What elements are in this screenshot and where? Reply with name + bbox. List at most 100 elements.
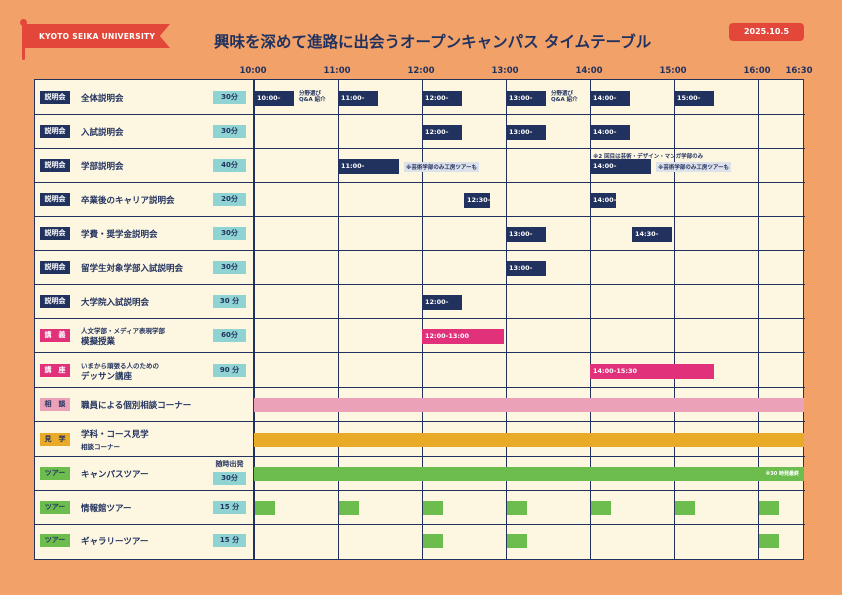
- session-block[interactable]: 15:00-: [674, 90, 714, 106]
- category-badge: 見 学: [40, 432, 70, 446]
- category-badge: 説明会: [40, 90, 70, 104]
- all-day-bar[interactable]: [254, 467, 804, 481]
- timetable-grid: 説明会 全体説明会 30分 説明会 入試説明会 30分 説明会 学部説明会 40分 説明会 卒業後の…: [34, 79, 805, 560]
- timetable-row: 相 談 職員による個別相談コーナー: [35, 388, 805, 422]
- session-block[interactable]: 13:00-: [506, 90, 546, 106]
- category-badge: ツアー: [40, 467, 70, 480]
- duration-badge: 30分: [213, 227, 246, 240]
- tour-slot[interactable]: [591, 501, 611, 515]
- session-block[interactable]: 14:30-: [632, 227, 672, 242]
- university-logo-flag: KYOTO SEIKA UNIVERSITY: [25, 24, 170, 48]
- session-block[interactable]: 12:00-: [422, 125, 462, 140]
- session-block[interactable]: 14:00-: [590, 193, 616, 208]
- tour-slot[interactable]: [759, 501, 779, 515]
- session-note: 分野選び Q&A 紹介: [551, 91, 578, 103]
- date-badge: 2025.10.5: [729, 23, 804, 41]
- hour-label: 13:00: [491, 66, 519, 76]
- event-sublabel: 相談コーナー: [81, 442, 120, 451]
- duration-badge: 30分: [213, 472, 246, 485]
- grid-line: [590, 80, 591, 559]
- session-block[interactable]: 14:00-15:30: [590, 363, 714, 379]
- session-note: ※芸術学部のみ工房ツアーも: [656, 162, 732, 172]
- grid-line: [506, 80, 507, 559]
- grid-line: [674, 80, 675, 559]
- tour-slot[interactable]: [759, 534, 779, 548]
- category-badge: ツアー: [40, 501, 70, 514]
- timetable-row: 説明会 大学院入試説明会 30 分: [35, 285, 805, 319]
- event-label: ギャラリーツアー: [81, 537, 149, 547]
- event-label: キャンパスツアー: [81, 470, 149, 480]
- session-block[interactable]: 13:00-: [506, 125, 546, 140]
- hour-label: 16:30: [785, 66, 813, 76]
- event-label: 情報館ツアー: [81, 504, 132, 514]
- tour-slot[interactable]: [507, 534, 527, 548]
- event-sublabel: いまから頑張る人のための: [81, 361, 159, 370]
- label-column-divider: [253, 80, 254, 559]
- hour-label: 15:00: [659, 66, 687, 76]
- session-block[interactable]: 12:00-: [422, 295, 462, 310]
- timetable-row: 説明会 学部説明会 40分: [35, 149, 805, 183]
- flag-pole: [22, 22, 25, 60]
- page-title: 興味を深めて進路に出会うオープンキャンパス タイムテーブル: [214, 33, 652, 51]
- duration-badge: 30 分: [213, 295, 246, 308]
- tour-slot[interactable]: [423, 534, 443, 548]
- session-block[interactable]: 13:00-: [506, 227, 546, 242]
- tour-slot[interactable]: [339, 501, 359, 515]
- session-block[interactable]: 13:00-: [506, 261, 546, 276]
- timetable-row: 講 座 いまから頑張る人のための デッサン講座 90 分: [35, 353, 805, 388]
- duration-note: 随時出発: [215, 460, 244, 468]
- event-label: 職員による個別相談コーナー: [81, 401, 192, 411]
- hour-label: 16:00: [743, 66, 771, 76]
- duration-badge: 30分: [213, 261, 246, 274]
- note-line: Q&A 紹介: [299, 97, 326, 103]
- note-line: 分野選び: [551, 91, 574, 97]
- grid-line: [338, 80, 339, 559]
- note-line: Q&A 紹介: [551, 97, 578, 103]
- event-label: 入試説明会: [81, 128, 124, 138]
- timetable-row: 講 義 人文学部・メディア表現学部 模擬授業 60分: [35, 319, 805, 353]
- all-day-bar[interactable]: [254, 398, 804, 412]
- tour-slot[interactable]: [255, 501, 275, 515]
- session-block[interactable]: 12:30-: [464, 193, 490, 208]
- hour-label: 14:00: [575, 66, 603, 76]
- session-block[interactable]: 11:00-: [338, 159, 399, 174]
- all-day-bar[interactable]: [254, 432, 804, 447]
- session-block[interactable]: 11:00-: [338, 90, 378, 106]
- tour-slot[interactable]: [675, 501, 695, 515]
- category-badge: 説明会: [40, 125, 70, 138]
- duration-badge: 30分: [213, 125, 246, 138]
- timetable-row: ツアー 情報館ツアー 15 分: [35, 491, 805, 525]
- timetable-row: ツアー ギャラリーツアー 15 分: [35, 525, 805, 557]
- event-label: 卒業後のキャリア説明会: [81, 196, 175, 206]
- event-label: 大学院入試説明会: [81, 298, 150, 308]
- duration-badge: 15 分: [213, 501, 246, 514]
- event-label: 学費・奨学金説明会: [81, 230, 158, 240]
- note-line: 分野選び: [299, 91, 322, 97]
- session-block[interactable]: 14:00-: [590, 125, 630, 140]
- category-badge: 説明会: [40, 261, 70, 274]
- session-block[interactable]: 12:00-13:00: [422, 329, 504, 344]
- event-label: デッサン講座: [81, 371, 133, 382]
- session-note: ※2 回目は芸術・デザイン・マンガ学部のみ: [593, 154, 704, 160]
- hour-label: 11:00: [323, 66, 351, 76]
- category-badge: 講 義: [40, 329, 70, 342]
- event-sublabel: 人文学部・メディア表現学部: [81, 327, 166, 335]
- category-badge: 講 座: [40, 363, 70, 377]
- duration-badge: 90 分: [213, 363, 246, 377]
- duration-badge: 15 分: [213, 534, 246, 547]
- tour-slot[interactable]: [423, 501, 443, 515]
- timetable-row: 見 学学科・コース見学 相談コーナー: [35, 422, 805, 457]
- session-block[interactable]: 14:00-: [590, 159, 651, 174]
- session-block[interactable]: 12:00-: [422, 90, 462, 106]
- session-note: 分野選び Q&A 紹介: [299, 91, 326, 103]
- grid-line: [758, 80, 759, 559]
- session-block[interactable]: 14:00-: [590, 90, 630, 106]
- timetable-row: 説明会 学費・奨学金説明会 30分: [35, 217, 805, 251]
- category-badge: ツアー: [40, 534, 70, 547]
- event-label: 留学生対象学部入試説明会: [81, 264, 184, 274]
- category-badge: 説明会: [40, 295, 70, 308]
- grid-line: [254, 80, 255, 559]
- event-label: 学部説明会: [81, 162, 124, 172]
- session-block[interactable]: 10:00-: [254, 90, 294, 106]
- tour-slot[interactable]: [507, 501, 527, 515]
